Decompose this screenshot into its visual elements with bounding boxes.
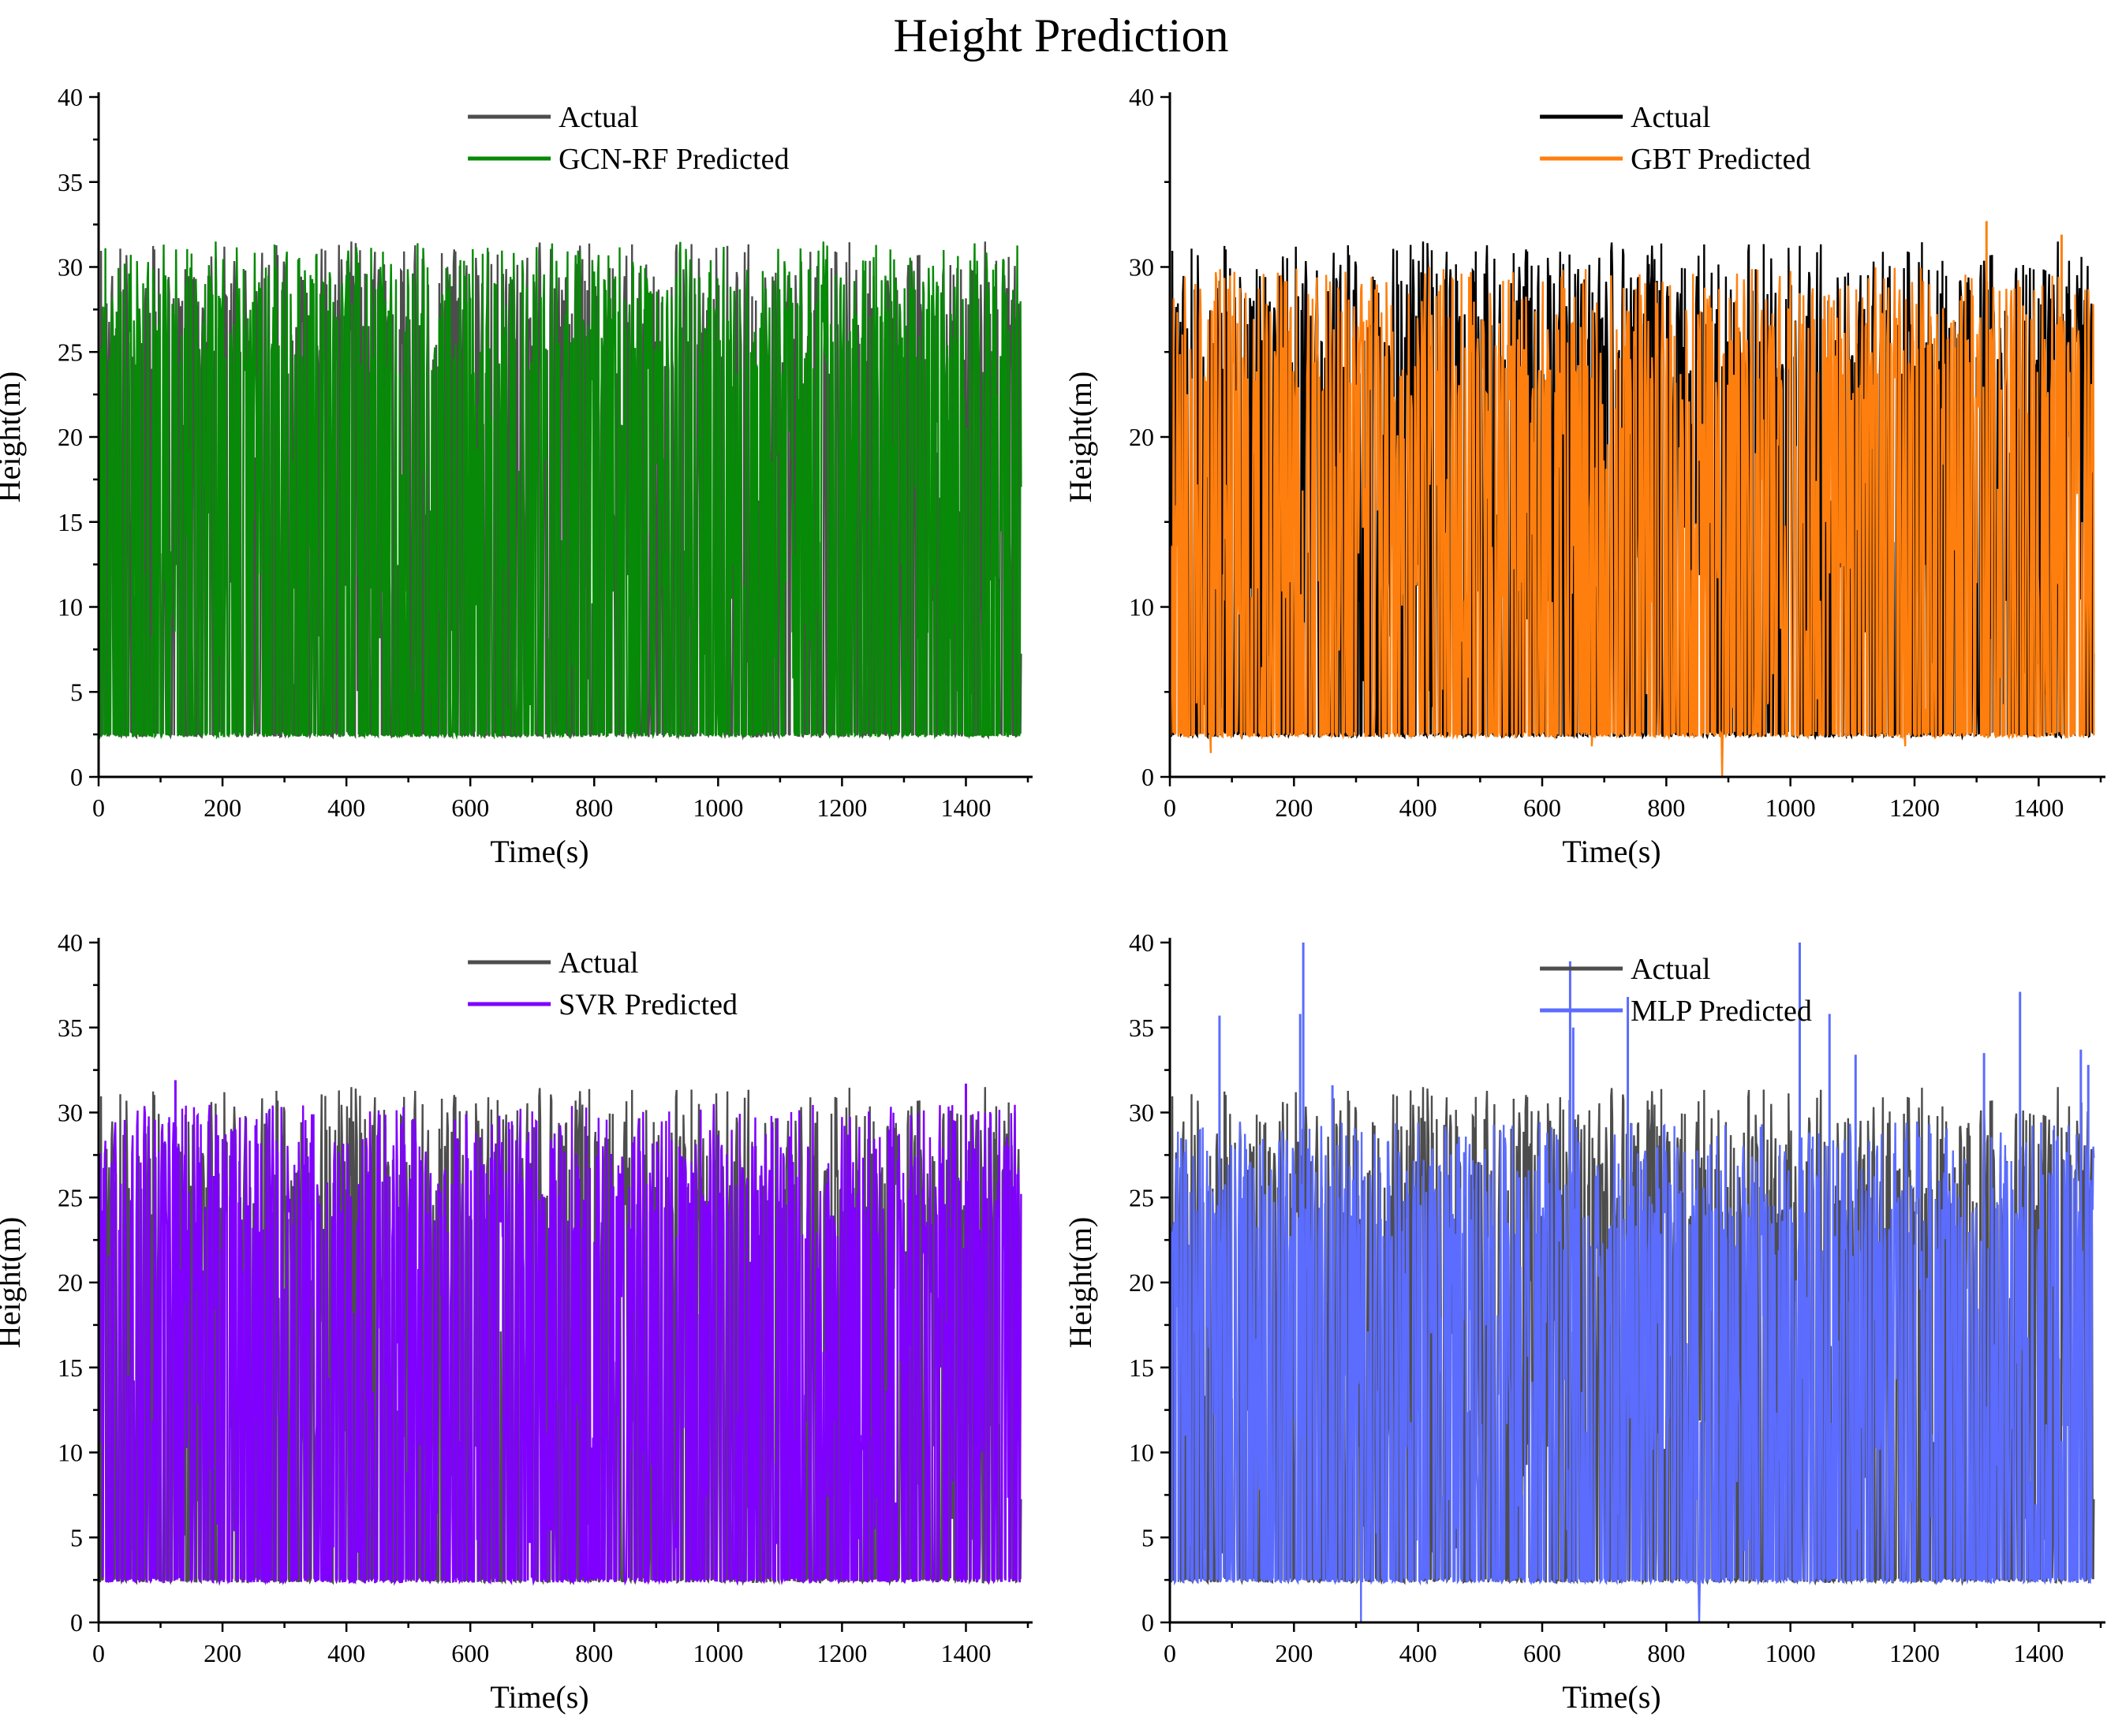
y-tick-label: 20 [1129,423,1154,451]
y-tick-label: 10 [58,1439,83,1467]
x-tick-label: 400 [327,1639,365,1667]
y-tick-label: 25 [58,338,83,366]
x-tick-label: 400 [327,793,365,822]
x-tick-label: 800 [575,793,613,822]
legend-label-actual: Actual [559,946,638,980]
x-tick-label: 1400 [940,793,991,822]
figure-title: Height Prediction [893,9,1229,62]
y-tick-label: 10 [1129,593,1154,622]
x-tick-label: 600 [1523,793,1561,822]
x-tick-label: 0 [92,793,105,822]
y-tick-label: 10 [1129,1439,1154,1467]
legend-label-gcn-rf-predicted: GCN-RF Predicted [559,143,789,176]
series-line-gcn-rf-predicted [98,241,1022,741]
y-tick-label: 0 [70,763,83,791]
legend: Actual GCN-RF Predicted [468,101,789,176]
x-tick-label: 1400 [2013,793,2064,822]
x-tick-label: 1400 [2013,1639,2064,1667]
x-axis-title: Time(s) [490,1679,588,1715]
y-tick-label: 20 [58,1268,83,1297]
y-axis-title: Height(m) [1063,371,1098,503]
x-tick-label: 1200 [1889,793,1940,822]
x-tick-label: 800 [575,1639,613,1667]
series-line-mlp-predicted [1168,1121,2095,1623]
x-axis-title: Time(s) [1562,1679,1661,1715]
y-tick-label: 5 [70,678,83,706]
y-tick-label: 30 [58,1099,83,1127]
y-tick-label: 20 [1129,1268,1154,1297]
y-tick-label: 25 [58,1183,83,1211]
x-tick-label: 1200 [1889,1639,1940,1667]
y-tick-label: 40 [58,83,83,111]
y-tick-label: 35 [58,1014,83,1042]
x-axis-title: Time(s) [1562,834,1661,869]
y-tick-label: 40 [1129,83,1154,111]
x-tick-label: 1200 [816,793,867,822]
x-tick-label: 800 [1647,793,1685,822]
x-tick-label: 1200 [816,1639,867,1667]
legend-label-svr-predicted: SVR Predicted [559,988,738,1021]
x-tick-label: 200 [204,1639,241,1667]
x-tick-label: 600 [1523,1639,1561,1667]
x-tick-label: 600 [451,793,489,822]
legend: Actual MLP Predicted [1540,953,1812,1028]
y-tick-label: 0 [1141,763,1154,791]
legend-label-mlp-predicted: MLP Predicted [1631,995,1812,1028]
y-axis-title: Height(m) [0,371,27,503]
x-tick-label: 1000 [693,793,743,822]
x-tick-label: 400 [1399,793,1437,822]
legend-label-actual: Actual [559,101,638,134]
y-tick-label: 15 [1129,1353,1154,1382]
legend-label-gbt-predicted: GBT Predicted [1631,143,1810,176]
y-tick-label: 0 [1141,1608,1154,1637]
y-tick-label: 40 [1129,928,1154,957]
series-line-gbt-predicted [1169,267,2095,778]
y-tick-label: 15 [58,508,83,536]
y-axis-title: Height(m) [0,1217,27,1349]
y-tick-label: 5 [70,1523,83,1551]
x-axis-title: Time(s) [490,834,588,869]
x-tick-label: 0 [92,1639,105,1667]
x-tick-label: 1400 [940,1639,991,1667]
x-tick-label: 0 [1164,793,1176,822]
y-tick-label: 35 [1129,1014,1154,1042]
legend-label-actual: Actual [1631,953,1710,986]
y-tick-label: 30 [1129,253,1154,282]
series-line-svr-predicted [97,1103,1022,1586]
x-tick-label: 1000 [693,1639,743,1667]
x-tick-label: 400 [1399,1639,1437,1667]
x-tick-label: 200 [1275,1639,1313,1667]
y-tick-label: 25 [1129,1183,1154,1211]
x-tick-label: 200 [204,793,241,822]
y-tick-label: 20 [58,423,83,451]
legend: Actual GBT Predicted [1540,101,1810,176]
x-tick-label: 600 [451,1639,489,1667]
x-tick-label: 1000 [1765,793,1816,822]
y-tick-label: 30 [58,253,83,282]
y-tick-label: 30 [1129,1099,1154,1127]
y-tick-label: 15 [58,1353,83,1382]
legend: Actual SVR Predicted [468,946,738,1021]
y-tick-label: 10 [58,593,83,622]
x-tick-label: 0 [1164,1639,1176,1667]
legend-label-actual: Actual [1631,101,1710,134]
x-tick-label: 800 [1647,1639,1685,1667]
y-tick-label: 0 [70,1608,83,1637]
x-tick-label: 200 [1275,793,1313,822]
y-axis-title: Height(m) [1063,1217,1098,1349]
y-tick-label: 5 [1141,1523,1154,1551]
x-tick-label: 1000 [1765,1639,1816,1667]
y-tick-label: 35 [58,168,83,196]
y-tick-label: 40 [58,928,83,957]
